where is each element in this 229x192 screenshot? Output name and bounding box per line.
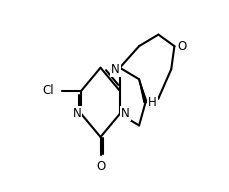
Text: H: H bbox=[147, 96, 156, 109]
Text: N: N bbox=[111, 63, 119, 76]
Text: N: N bbox=[120, 107, 129, 120]
Text: O: O bbox=[176, 40, 185, 53]
Text: O: O bbox=[95, 160, 105, 173]
Text: Cl: Cl bbox=[42, 84, 54, 97]
Text: N: N bbox=[72, 107, 81, 120]
Polygon shape bbox=[139, 79, 146, 103]
